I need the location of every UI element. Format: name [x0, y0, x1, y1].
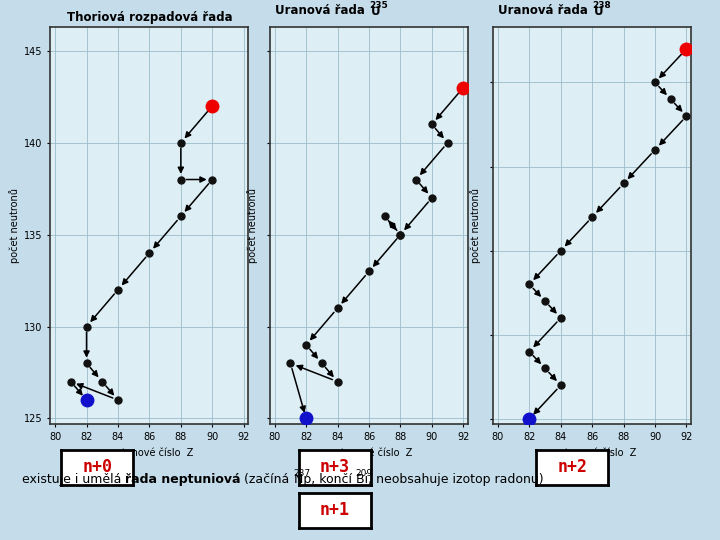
- X-axis label: protonové číslo  Z: protonové číslo Z: [106, 447, 193, 457]
- Text: n+3: n+3: [320, 458, 350, 476]
- Text: U: U: [593, 5, 603, 18]
- Y-axis label: počet neutronů: počet neutronů: [9, 188, 20, 263]
- Y-axis label: počet neutronů: počet neutronů: [247, 188, 258, 263]
- Text: Np, končí: Np, končí: [294, 473, 356, 486]
- Text: n+1: n+1: [320, 501, 350, 519]
- Text: n+0: n+0: [82, 458, 112, 476]
- Text: n+2: n+2: [557, 458, 588, 476]
- X-axis label: protonové číslo  Z: protonové číslo Z: [549, 447, 636, 457]
- Text: U: U: [370, 5, 380, 18]
- Text: existuje i umělá: existuje i umělá: [22, 473, 125, 486]
- Y-axis label: počet neutronů: počet neutronů: [470, 188, 482, 263]
- Text: (začíná: (začíná: [240, 473, 294, 486]
- Text: Uranová řada: Uranová řada: [275, 4, 369, 17]
- Text: 238: 238: [593, 1, 611, 10]
- X-axis label: protonové číslo  Z: protonové číslo Z: [325, 447, 413, 457]
- Title: Thoriová rozpadová řada: Thoriová rozpadová řada: [66, 11, 233, 24]
- Text: 235: 235: [369, 1, 388, 10]
- Text: 209: 209: [356, 469, 373, 478]
- Text: 237: 237: [294, 469, 311, 478]
- Text: Uranová řada: Uranová řada: [498, 4, 593, 17]
- Text: Bi, neobsahuje izotop radonu): Bi, neobsahuje izotop radonu): [356, 473, 544, 486]
- Text: řada neptuniová: řada neptuniová: [125, 473, 240, 486]
